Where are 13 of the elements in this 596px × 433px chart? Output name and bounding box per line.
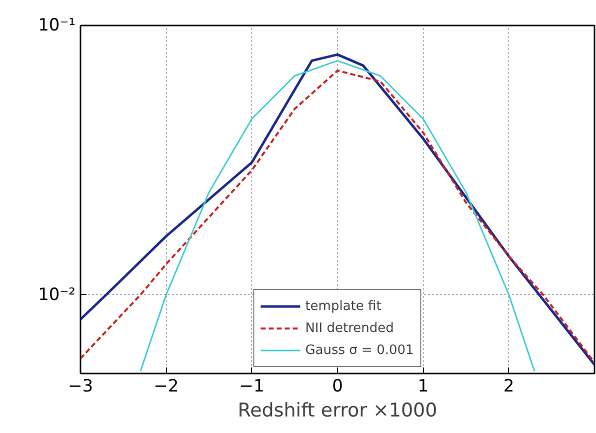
line-series bbox=[140, 60, 536, 372]
x-tick-label: 1 bbox=[418, 376, 429, 396]
legend-label: Gauss σ = 0.001 bbox=[305, 342, 414, 358]
x-tick-label: 0 bbox=[332, 376, 343, 396]
y-tick-label: 10⁻² bbox=[38, 284, 76, 305]
x-tick-label: 2 bbox=[503, 376, 514, 396]
x-axis-title: Redshift error ×1000 bbox=[238, 400, 438, 422]
x-tick-label: −2 bbox=[154, 376, 179, 396]
legend-label: NII detrended bbox=[305, 320, 394, 336]
x-tick-label: −3 bbox=[68, 376, 94, 396]
y-tick-label: 10⁻¹ bbox=[38, 16, 76, 36]
legend-label: template fit bbox=[305, 298, 382, 314]
x-tick-label: −1 bbox=[239, 376, 264, 396]
